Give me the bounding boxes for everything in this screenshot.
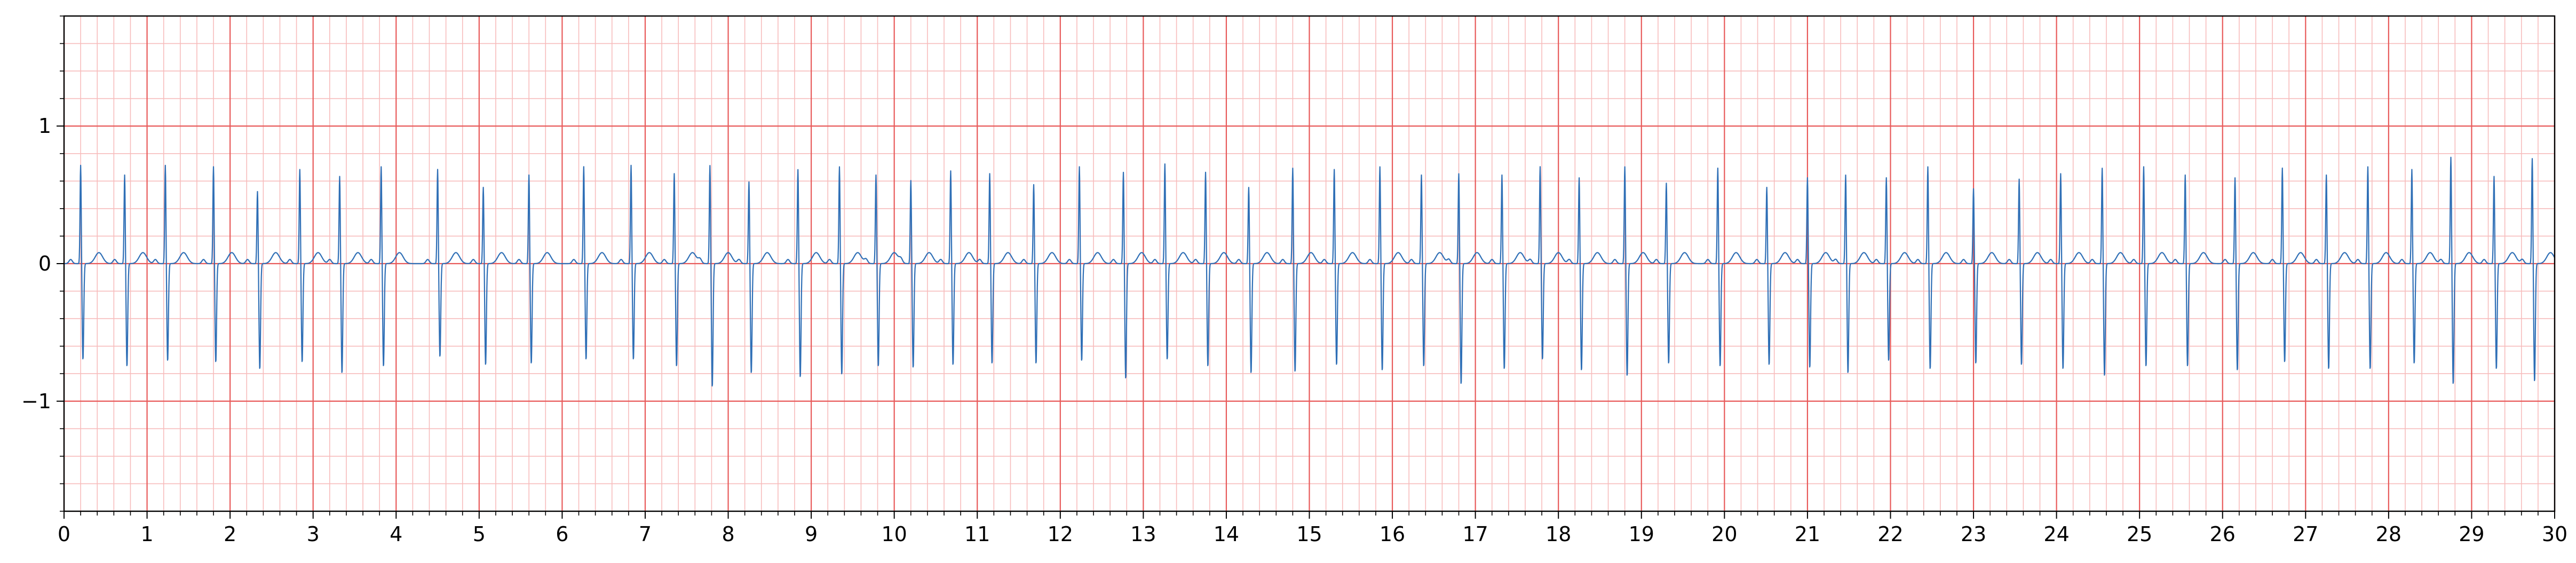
y-axis: −1 0 1	[21, 15, 64, 512]
x-tick-label: 17	[1462, 522, 1488, 546]
x-tick-label: 28	[2376, 522, 2401, 546]
x-tick-label: 9	[805, 522, 818, 546]
x-tick-label: 27	[2293, 522, 2318, 546]
x-tick-label: 30	[2542, 522, 2567, 546]
x-tick-label: 5	[473, 522, 486, 546]
x-tick-label: 18	[1545, 522, 1571, 546]
x-tick-label: 29	[2459, 522, 2484, 546]
x-tick-label: 4	[390, 522, 402, 546]
x-tick-label: 25	[2127, 522, 2152, 546]
x-tick-label: 19	[1629, 522, 1654, 546]
y-tick-label: −1	[21, 390, 51, 413]
x-tick-label: 3	[307, 522, 320, 546]
x-tick-label: 6	[556, 522, 568, 546]
x-axis: 0 1 2 3 4 5 6 7 8 9 10 11 12 13 14 15 16 17 18 19 20 21 22 23 24…	[58, 511, 2567, 546]
x-tick-label: 15	[1296, 522, 1322, 546]
x-tick-label: 26	[2210, 522, 2236, 546]
x-tick-label: 20	[1711, 522, 1737, 546]
x-tick-label: 11	[964, 522, 990, 546]
x-tick-label: 7	[639, 522, 652, 546]
x-tick-label: 24	[2043, 522, 2069, 546]
y-tick-label: 0	[38, 252, 51, 275]
x-tick-label: 2	[224, 522, 236, 546]
x-tick-label: 10	[881, 522, 907, 546]
x-tick-label: 23	[1961, 522, 1986, 546]
ecg-trace	[64, 156, 2555, 387]
x-tick-label: 8	[722, 522, 734, 546]
x-tick-label: 16	[1380, 522, 1405, 546]
x-tick-label: 12	[1048, 522, 1073, 546]
x-tick-label: 22	[1877, 522, 1903, 546]
x-tick-label: 1	[140, 522, 153, 546]
x-tick-label: 0	[58, 522, 70, 546]
x-tick-label: 13	[1130, 522, 1156, 546]
x-tick-label: 21	[1795, 522, 1820, 546]
x-tick-label: 14	[1214, 522, 1239, 546]
y-tick-label: 1	[38, 114, 51, 138]
ecg-trace-group	[64, 156, 2555, 387]
